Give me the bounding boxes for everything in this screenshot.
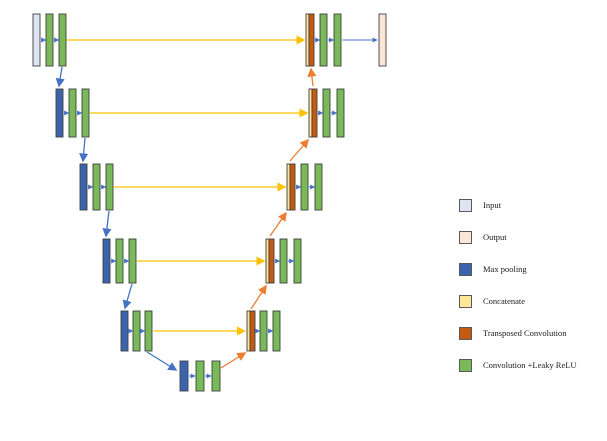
upconv-arrow-5: [307, 67, 317, 87]
transposed-conv-arrows: [220, 67, 317, 369]
concatenate-bar: [308, 88, 313, 138]
transposed-conv-bar: [311, 88, 318, 138]
concatenate-swatch: [459, 295, 472, 308]
conv-bar: [272, 310, 281, 352]
legend-label: Transposed Convolution: [483, 328, 567, 338]
conv-bar: [259, 310, 268, 352]
legend-item-maxpool: Max pooling: [459, 263, 577, 276]
skip-connections: [67, 35, 309, 336]
legend-label: Convolution +Leaky ReLU: [483, 360, 577, 370]
upconv-arrow-2: [250, 284, 267, 310]
maxpool-arrows: [55, 66, 178, 371]
maxpool-arrow-2: [79, 137, 89, 163]
transposed-conv-bar: [289, 163, 296, 211]
encoder-level-1: [32, 13, 67, 67]
concatenate-bar: [286, 163, 291, 211]
maxpool-arrow-5: [146, 351, 178, 371]
encoder-level-2: [55, 88, 90, 138]
maxpool-arrow-1: [55, 66, 65, 88]
conv-bar: [319, 13, 328, 67]
conv-bar: [300, 163, 309, 211]
encoder-level-5: [120, 310, 153, 352]
legend: Input Output Max pooling Concatenate Tra…: [459, 199, 577, 391]
conv-bar: [322, 88, 331, 138]
conv-bar: [105, 163, 114, 211]
maxpool-arrow-4: [122, 283, 133, 310]
conv-bar: [293, 238, 302, 284]
decoder-level-5: [246, 310, 281, 352]
conv-bar: [144, 310, 153, 352]
legend-label: Input: [483, 200, 501, 210]
conv-bar: [92, 163, 101, 211]
conv-bar: [279, 238, 288, 284]
legend-item-transposed-conv: Transposed Convolution: [459, 327, 577, 340]
transposed-conv-swatch: [459, 327, 472, 340]
bottleneck-level: [179, 360, 221, 392]
maxpool-swatch: [459, 263, 472, 276]
input-bar: [32, 13, 41, 67]
input-swatch: [459, 199, 472, 212]
conv-bar: [81, 88, 90, 138]
concatenate-bar: [265, 238, 270, 284]
maxpool-bar: [179, 360, 189, 392]
conv-bar: [45, 13, 54, 67]
upconv-arrow-1: [220, 352, 247, 369]
decoder-level-2: [308, 88, 345, 138]
decoder-level-3: [286, 163, 323, 211]
maxpool-arrow-3: [102, 210, 112, 238]
transposed-conv-bar: [308, 13, 315, 67]
legend-label: Max pooling: [483, 264, 527, 274]
encoder-level-4: [102, 238, 137, 284]
upconv-arrow-3: [269, 211, 287, 237]
transposed-conv-bar: [268, 238, 275, 284]
conv-bar: [336, 88, 345, 138]
transposed-conv-bar: [249, 310, 256, 352]
legend-label: Output: [483, 232, 507, 242]
conv-bar: [132, 310, 141, 352]
legend-item-input: Input: [459, 199, 577, 212]
conv-bar: [58, 13, 67, 67]
legend-item-output: Output: [459, 231, 577, 244]
decoder-level-1: [305, 13, 387, 67]
maxpool-bar: [120, 310, 129, 352]
conv-bar: [115, 238, 124, 284]
legend-label: Concatenate: [483, 296, 526, 306]
decoder-level-4: [265, 238, 302, 284]
conv-bar: [211, 360, 221, 392]
maxpool-bar: [55, 88, 64, 138]
output-bar: [378, 13, 387, 67]
conv-leaky-relu-swatch: [459, 359, 472, 372]
maxpool-bar: [102, 238, 111, 284]
conv-bar: [333, 13, 342, 67]
output-swatch: [459, 231, 472, 244]
maxpool-bar: [79, 163, 88, 211]
legend-item-conv-leaky-relu: Convolution +Leaky ReLU: [459, 359, 577, 372]
conv-bar: [68, 88, 77, 138]
conv-bar: [314, 163, 323, 211]
upconv-arrow-4: [289, 138, 309, 162]
legend-item-concatenate: Concatenate: [459, 295, 577, 308]
encoder-level-3: [79, 163, 114, 211]
concatenate-bar: [305, 13, 310, 67]
conv-bar: [195, 360, 205, 392]
conv-bar: [128, 238, 137, 284]
